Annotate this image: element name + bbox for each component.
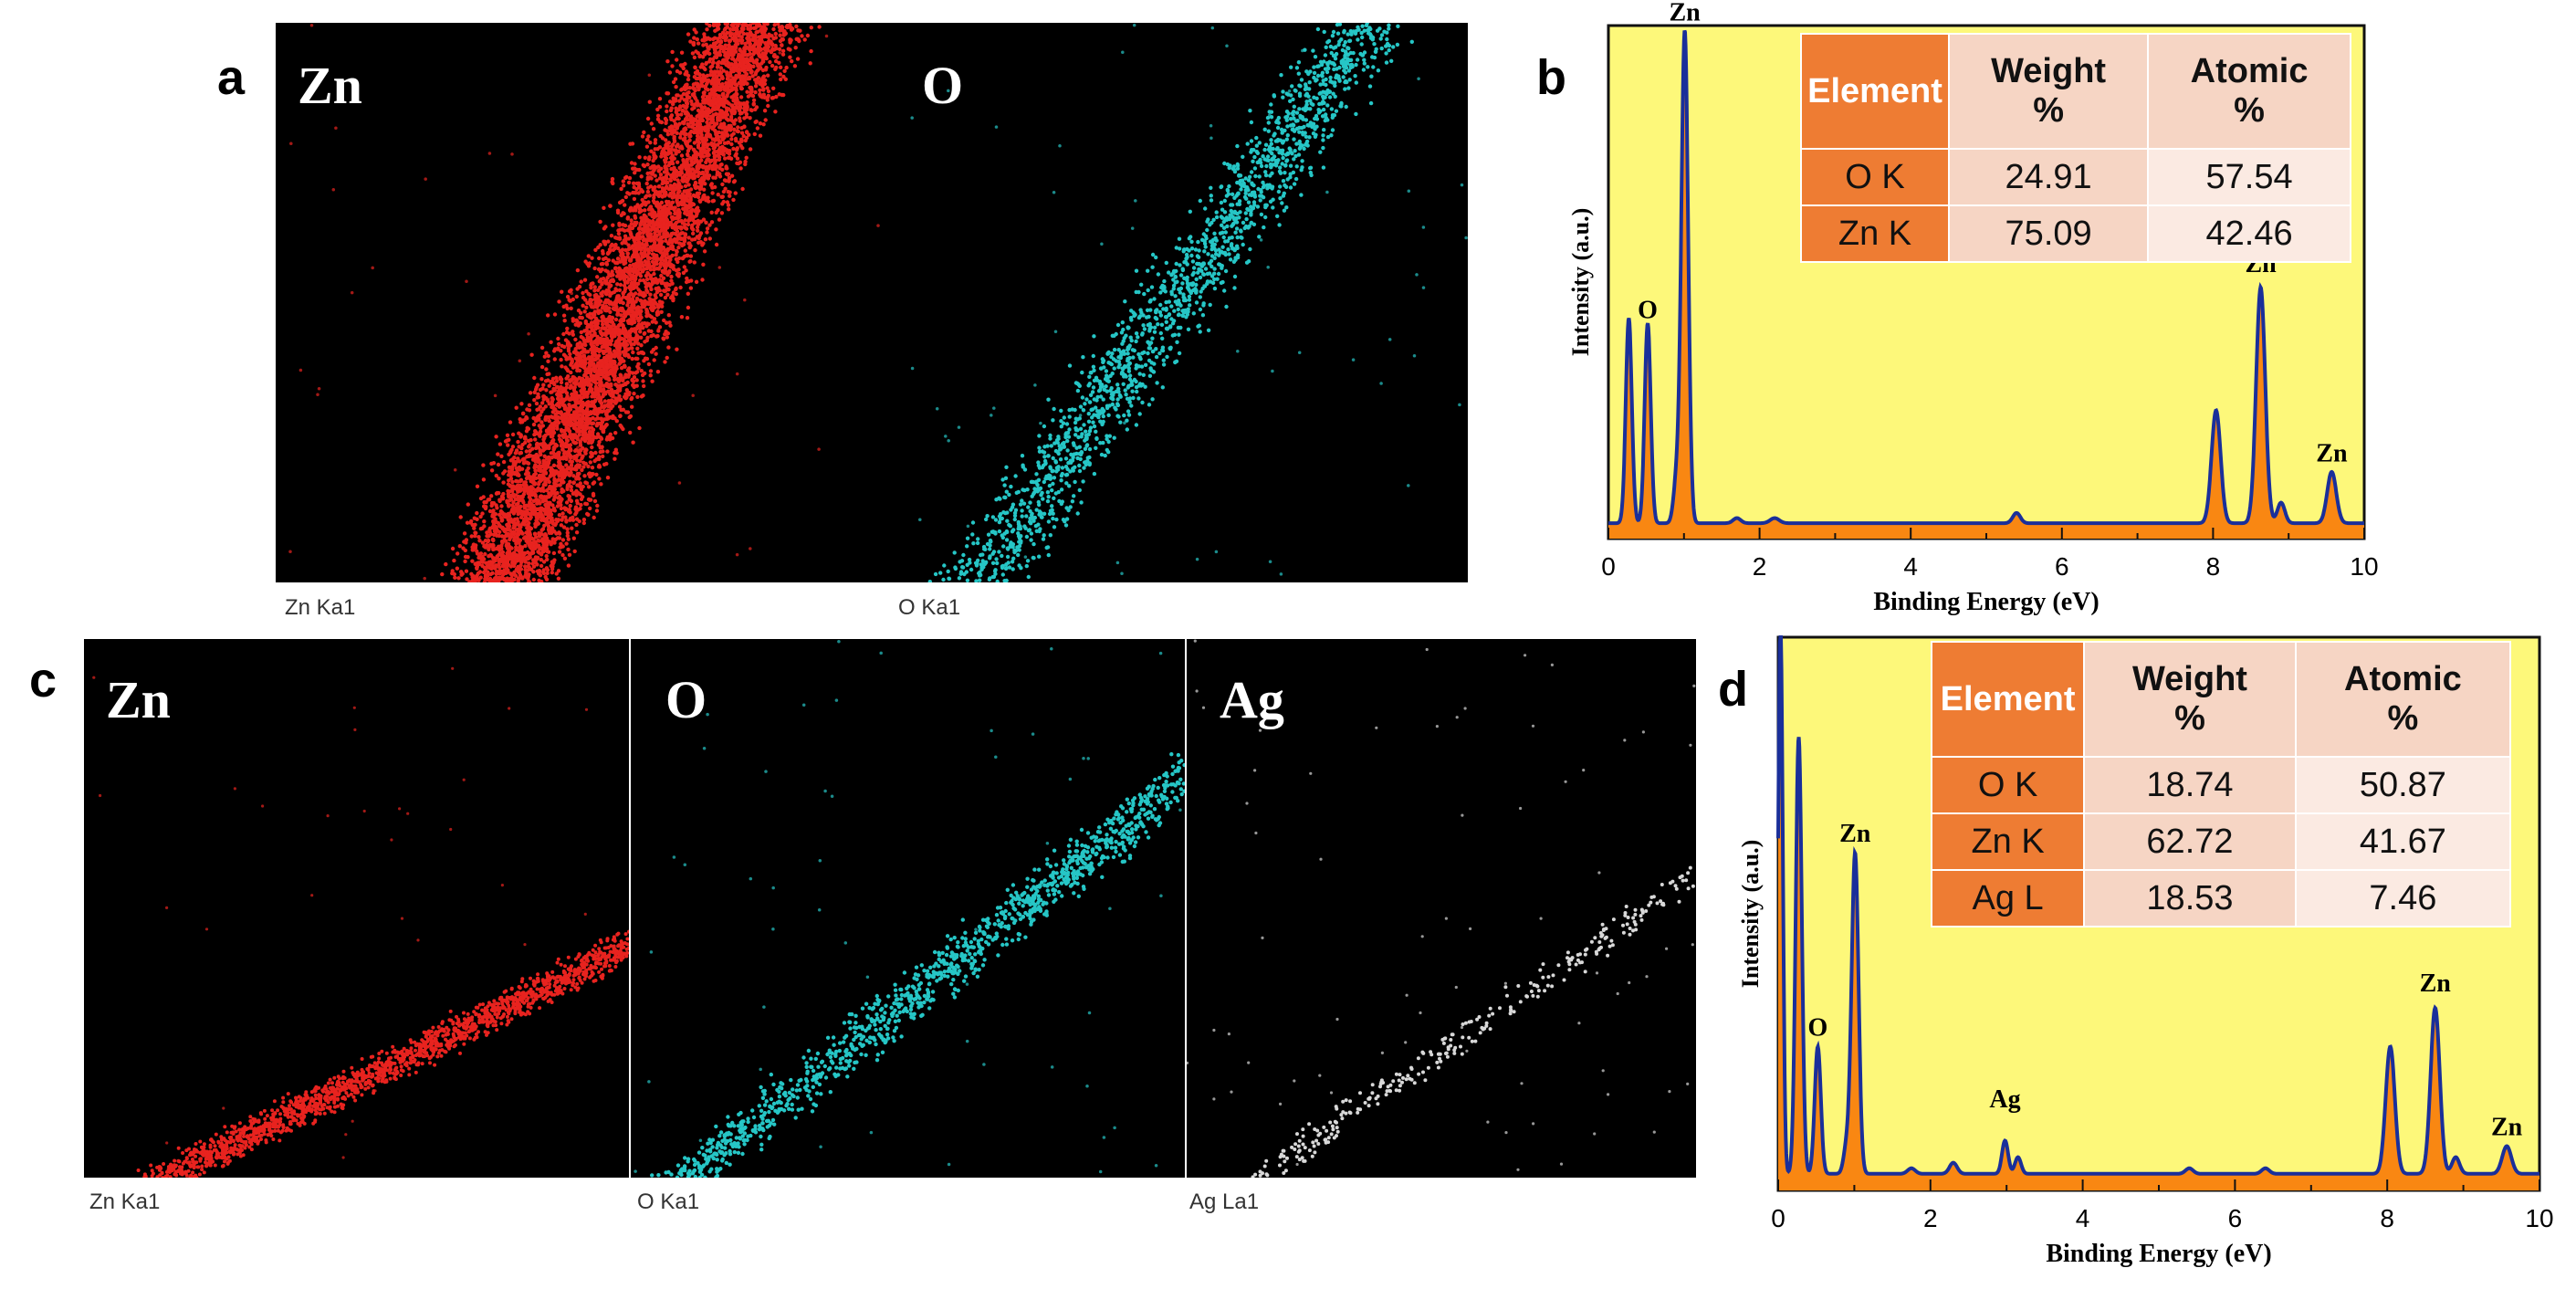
atomic-cell: 57.54 xyxy=(2147,148,2351,206)
table-row: O K 24.91 57.54 xyxy=(1799,148,2351,206)
o-map-a: O xyxy=(906,23,1468,582)
x-tick-label: 2 xyxy=(1923,1204,1938,1232)
peak-label: Ag xyxy=(1989,1085,2020,1114)
o-dot-layer xyxy=(634,639,1185,1178)
peak-label: O xyxy=(1807,1013,1827,1042)
x-axis-label: Binding Energy (eV) xyxy=(1873,588,2099,616)
zn-dot-layer xyxy=(288,23,880,582)
spectrum-fill xyxy=(1778,637,2539,1190)
table-header-row: Element Weight% Atomic% xyxy=(1799,33,2351,150)
panel-label-b: b xyxy=(1536,50,1566,105)
x-tick-label: 4 xyxy=(2076,1204,2090,1232)
x-tick-label: 4 xyxy=(1903,552,1918,581)
composition-table-b: Element Weight% Atomic% O K 24.91 57.54 … xyxy=(1799,33,2351,263)
peak-label: Zn xyxy=(2316,440,2348,468)
y-axis-label: Intensity (a.u.) xyxy=(1567,208,1594,357)
x-tick-label: 6 xyxy=(2228,1204,2243,1232)
weight-cell: 75.09 xyxy=(1948,204,2150,263)
atomic-cell: 7.46 xyxy=(2294,869,2512,927)
peak-label: O xyxy=(1638,296,1658,324)
column-header-element: Element xyxy=(1799,33,1951,150)
map-title: Ag xyxy=(1220,670,1284,729)
column-header-atomic: Atomic% xyxy=(2147,33,2351,150)
element-cell: Zn K xyxy=(1799,204,1951,263)
eds-spectrum-b: 0 2 4 6 8 10 Binding Energy (eV) Intensity (a.u… xyxy=(1517,0,2430,639)
x-tick-label: 10 xyxy=(2350,552,2378,581)
table-row: Zn K 62.72 41.67 xyxy=(1930,812,2512,871)
element-cell: Ag L xyxy=(1930,869,2086,927)
spectrum-line xyxy=(1776,635,2539,1176)
map-caption: Zn Ka1 xyxy=(89,1189,161,1214)
map-title: Zn xyxy=(106,670,171,729)
peak-label: Zn xyxy=(2491,1113,2523,1141)
map-title: Zn xyxy=(298,56,362,115)
weight-cell: 24.91 xyxy=(1948,148,2150,206)
spectrum-line xyxy=(1608,29,2364,526)
atomic-cell: 41.67 xyxy=(2294,812,2512,871)
map-title: O xyxy=(922,56,964,115)
table-row: Zn K 75.09 42.46 xyxy=(1799,204,2351,263)
map-caption: Ag La1 xyxy=(1189,1189,1260,1214)
x-axis-label: Binding Energy (eV) xyxy=(2046,1240,2271,1268)
ag-dot-layer xyxy=(1187,639,1696,1178)
element-cell: O K xyxy=(1799,148,1951,206)
map-title: O xyxy=(665,670,707,729)
map-caption: Zn Ka1 xyxy=(285,595,356,620)
table-row: O K 18.74 50.87 xyxy=(1930,756,2512,814)
element-cell: Zn K xyxy=(1930,812,2086,871)
zn-map-a: Zn xyxy=(276,23,906,582)
table-row: Ag L 18.53 7.46 xyxy=(1930,869,2512,927)
weight-cell: 18.53 xyxy=(2083,869,2297,927)
peak-label: Zn xyxy=(1670,0,1702,26)
o-dot-layer xyxy=(910,23,1468,582)
x-tick-label: 0 xyxy=(1601,552,1616,581)
column-header-element: Element xyxy=(1930,641,2086,758)
panel-label-c: c xyxy=(29,653,58,707)
table-header-row: Element Weight% Atomic% xyxy=(1930,641,2512,758)
weight-cell: 18.74 xyxy=(2083,756,2297,814)
composition-table-d: Element Weight% Atomic% O K 18.74 50.87 … xyxy=(1930,641,2512,927)
zn-map-c: Zn xyxy=(84,639,629,1178)
y-axis-label: Intensity (a.u.) xyxy=(1737,840,1764,989)
x-tick-label: 10 xyxy=(2525,1204,2553,1232)
x-tick-label: 2 xyxy=(1753,552,1767,581)
element-cell: O K xyxy=(1930,756,2086,814)
panel-label-a: a xyxy=(217,50,246,105)
x-tick-label: 8 xyxy=(2206,552,2221,581)
column-header-weight: Weight% xyxy=(1948,33,2150,150)
ag-map-c: Ag xyxy=(1187,639,1696,1178)
atomic-cell: 50.87 xyxy=(2294,756,2512,814)
eds-spectrum-d: 0 2 4 6 8 10 Binding Energy (eV) Intensity (a.u… xyxy=(1707,630,2576,1296)
x-tick-label: 8 xyxy=(2380,1204,2394,1232)
zn-dot-layer xyxy=(92,666,629,1178)
map-caption: O Ka1 xyxy=(637,1189,700,1214)
atomic-cell: 42.46 xyxy=(2147,204,2351,263)
x-tick-label: 0 xyxy=(1771,1204,1785,1232)
column-header-atomic: Atomic% xyxy=(2294,641,2512,758)
peak-label: Zn xyxy=(2420,969,2452,998)
peak-label: Zn xyxy=(1839,820,1871,848)
o-map-c: O xyxy=(631,639,1185,1178)
map-caption: O Ka1 xyxy=(898,595,961,620)
column-header-weight: Weight% xyxy=(2083,641,2297,758)
weight-cell: 62.72 xyxy=(2083,812,2297,871)
panel-label-d: d xyxy=(1718,662,1748,717)
x-tick-label: 6 xyxy=(2055,552,2069,581)
